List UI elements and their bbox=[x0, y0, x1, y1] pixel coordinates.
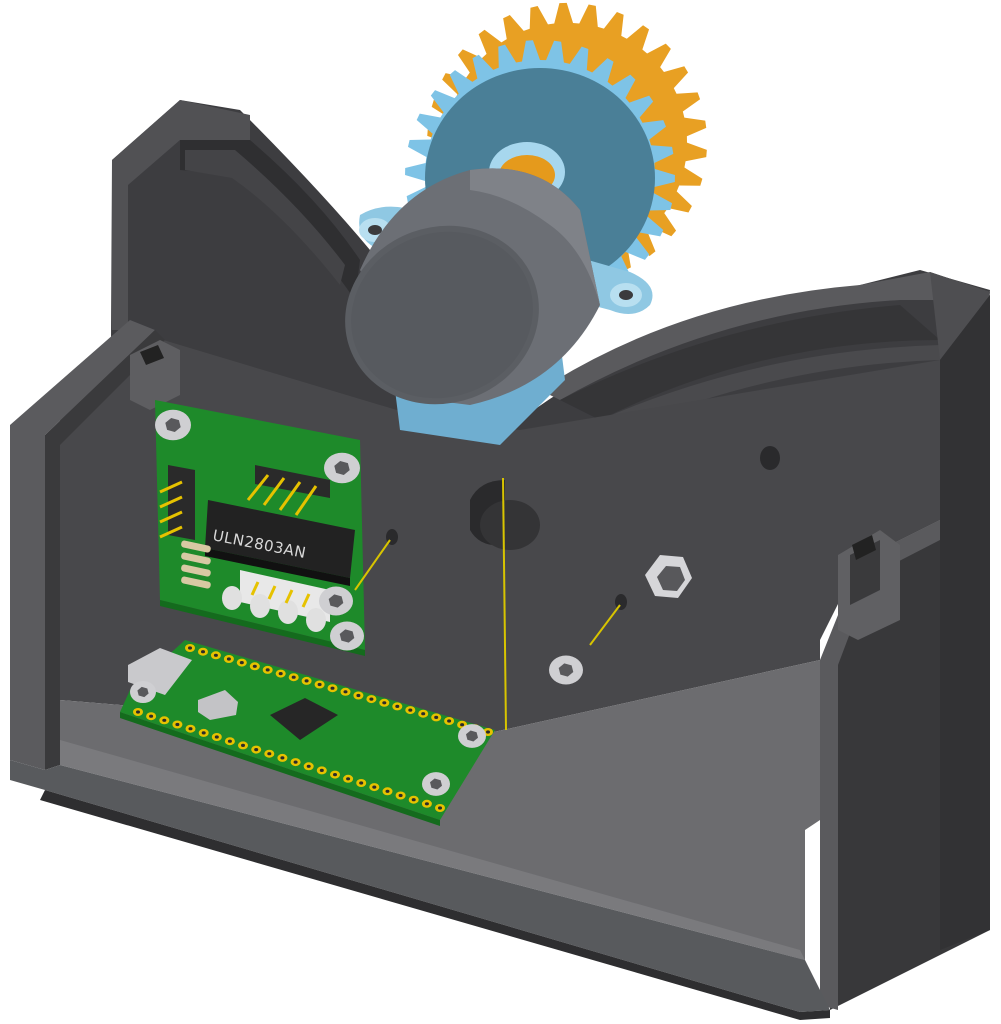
hex-screw-icon bbox=[422, 772, 450, 796]
pin-hole bbox=[411, 798, 416, 802]
mcu-pin-pads bbox=[133, 644, 493, 812]
pin-hole bbox=[330, 686, 335, 690]
pin-hole bbox=[319, 768, 324, 773]
pin-hole bbox=[369, 697, 374, 701]
stepper-motor-icon bbox=[345, 142, 653, 445]
hex-screw-icon bbox=[458, 724, 486, 748]
pin-hole bbox=[317, 682, 322, 687]
pin-hole bbox=[372, 785, 377, 789]
pin-hole bbox=[395, 704, 400, 709]
hex-screw-icon bbox=[130, 680, 156, 704]
pin-hole bbox=[149, 714, 154, 718]
resistors bbox=[181, 540, 211, 589]
pin-hole bbox=[356, 693, 361, 698]
pin-hole bbox=[460, 723, 465, 727]
pin-hole bbox=[213, 653, 218, 657]
pin-hole bbox=[201, 731, 206, 735]
housing-left-tower bbox=[112, 100, 250, 330]
motor-connector bbox=[222, 570, 330, 632]
pin-hole bbox=[424, 802, 429, 806]
reset-button bbox=[198, 690, 238, 720]
pin-hole bbox=[359, 781, 364, 785]
pin-hole bbox=[267, 752, 272, 756]
screws bbox=[130, 409, 583, 796]
hex-screw-icon bbox=[155, 409, 191, 441]
pin-hole bbox=[343, 690, 348, 694]
housing bbox=[10, 100, 990, 1020]
pin-hole bbox=[486, 730, 490, 734]
driver-header-top bbox=[246, 465, 330, 516]
hex-screw-icon bbox=[549, 655, 583, 685]
pin-hole bbox=[306, 764, 311, 768]
pin-hole bbox=[226, 657, 231, 661]
pin-hole bbox=[398, 793, 403, 798]
pin-hole bbox=[447, 719, 452, 723]
pin-hole bbox=[175, 722, 180, 727]
pin-hole bbox=[385, 789, 390, 793]
pin-hole bbox=[421, 712, 426, 716]
pin-hole bbox=[254, 748, 259, 752]
pin-hole bbox=[241, 743, 245, 748]
hex-screw-icon bbox=[330, 621, 364, 651]
pin-hole bbox=[188, 646, 192, 650]
housing-left-wall bbox=[10, 320, 155, 770]
pin-hole bbox=[291, 675, 296, 679]
pin-hole bbox=[434, 715, 439, 720]
pin-hole bbox=[227, 739, 232, 743]
nut bbox=[645, 555, 692, 598]
pin-hole bbox=[188, 727, 193, 731]
pin-hole bbox=[438, 806, 442, 810]
pin-hole bbox=[280, 756, 285, 760]
pin-hole bbox=[304, 679, 309, 683]
pin-hole bbox=[293, 760, 298, 764]
pin-hole bbox=[333, 773, 337, 777]
pin-hole bbox=[278, 672, 283, 676]
pin-hole bbox=[346, 777, 351, 781]
guide-wires bbox=[354, 477, 621, 731]
driver-chip: ULN2803AN bbox=[205, 500, 355, 586]
pin-hole bbox=[239, 661, 244, 665]
pin-hole bbox=[382, 701, 387, 705]
pin-hole bbox=[136, 710, 140, 714]
mcu-chip bbox=[270, 698, 338, 740]
housing-front-face bbox=[10, 760, 830, 1012]
pin-hole bbox=[162, 718, 167, 722]
hex-screw-icon bbox=[319, 586, 353, 616]
pin-hole bbox=[201, 650, 205, 654]
driver-header-left bbox=[159, 465, 195, 540]
pin-hole bbox=[214, 735, 219, 739]
hex-screw-icon bbox=[324, 452, 360, 484]
pin-hole bbox=[265, 668, 270, 672]
driver-board: ULN2803AN bbox=[155, 400, 365, 656]
pin-hole bbox=[252, 664, 257, 668]
pin-hole bbox=[408, 708, 413, 712]
